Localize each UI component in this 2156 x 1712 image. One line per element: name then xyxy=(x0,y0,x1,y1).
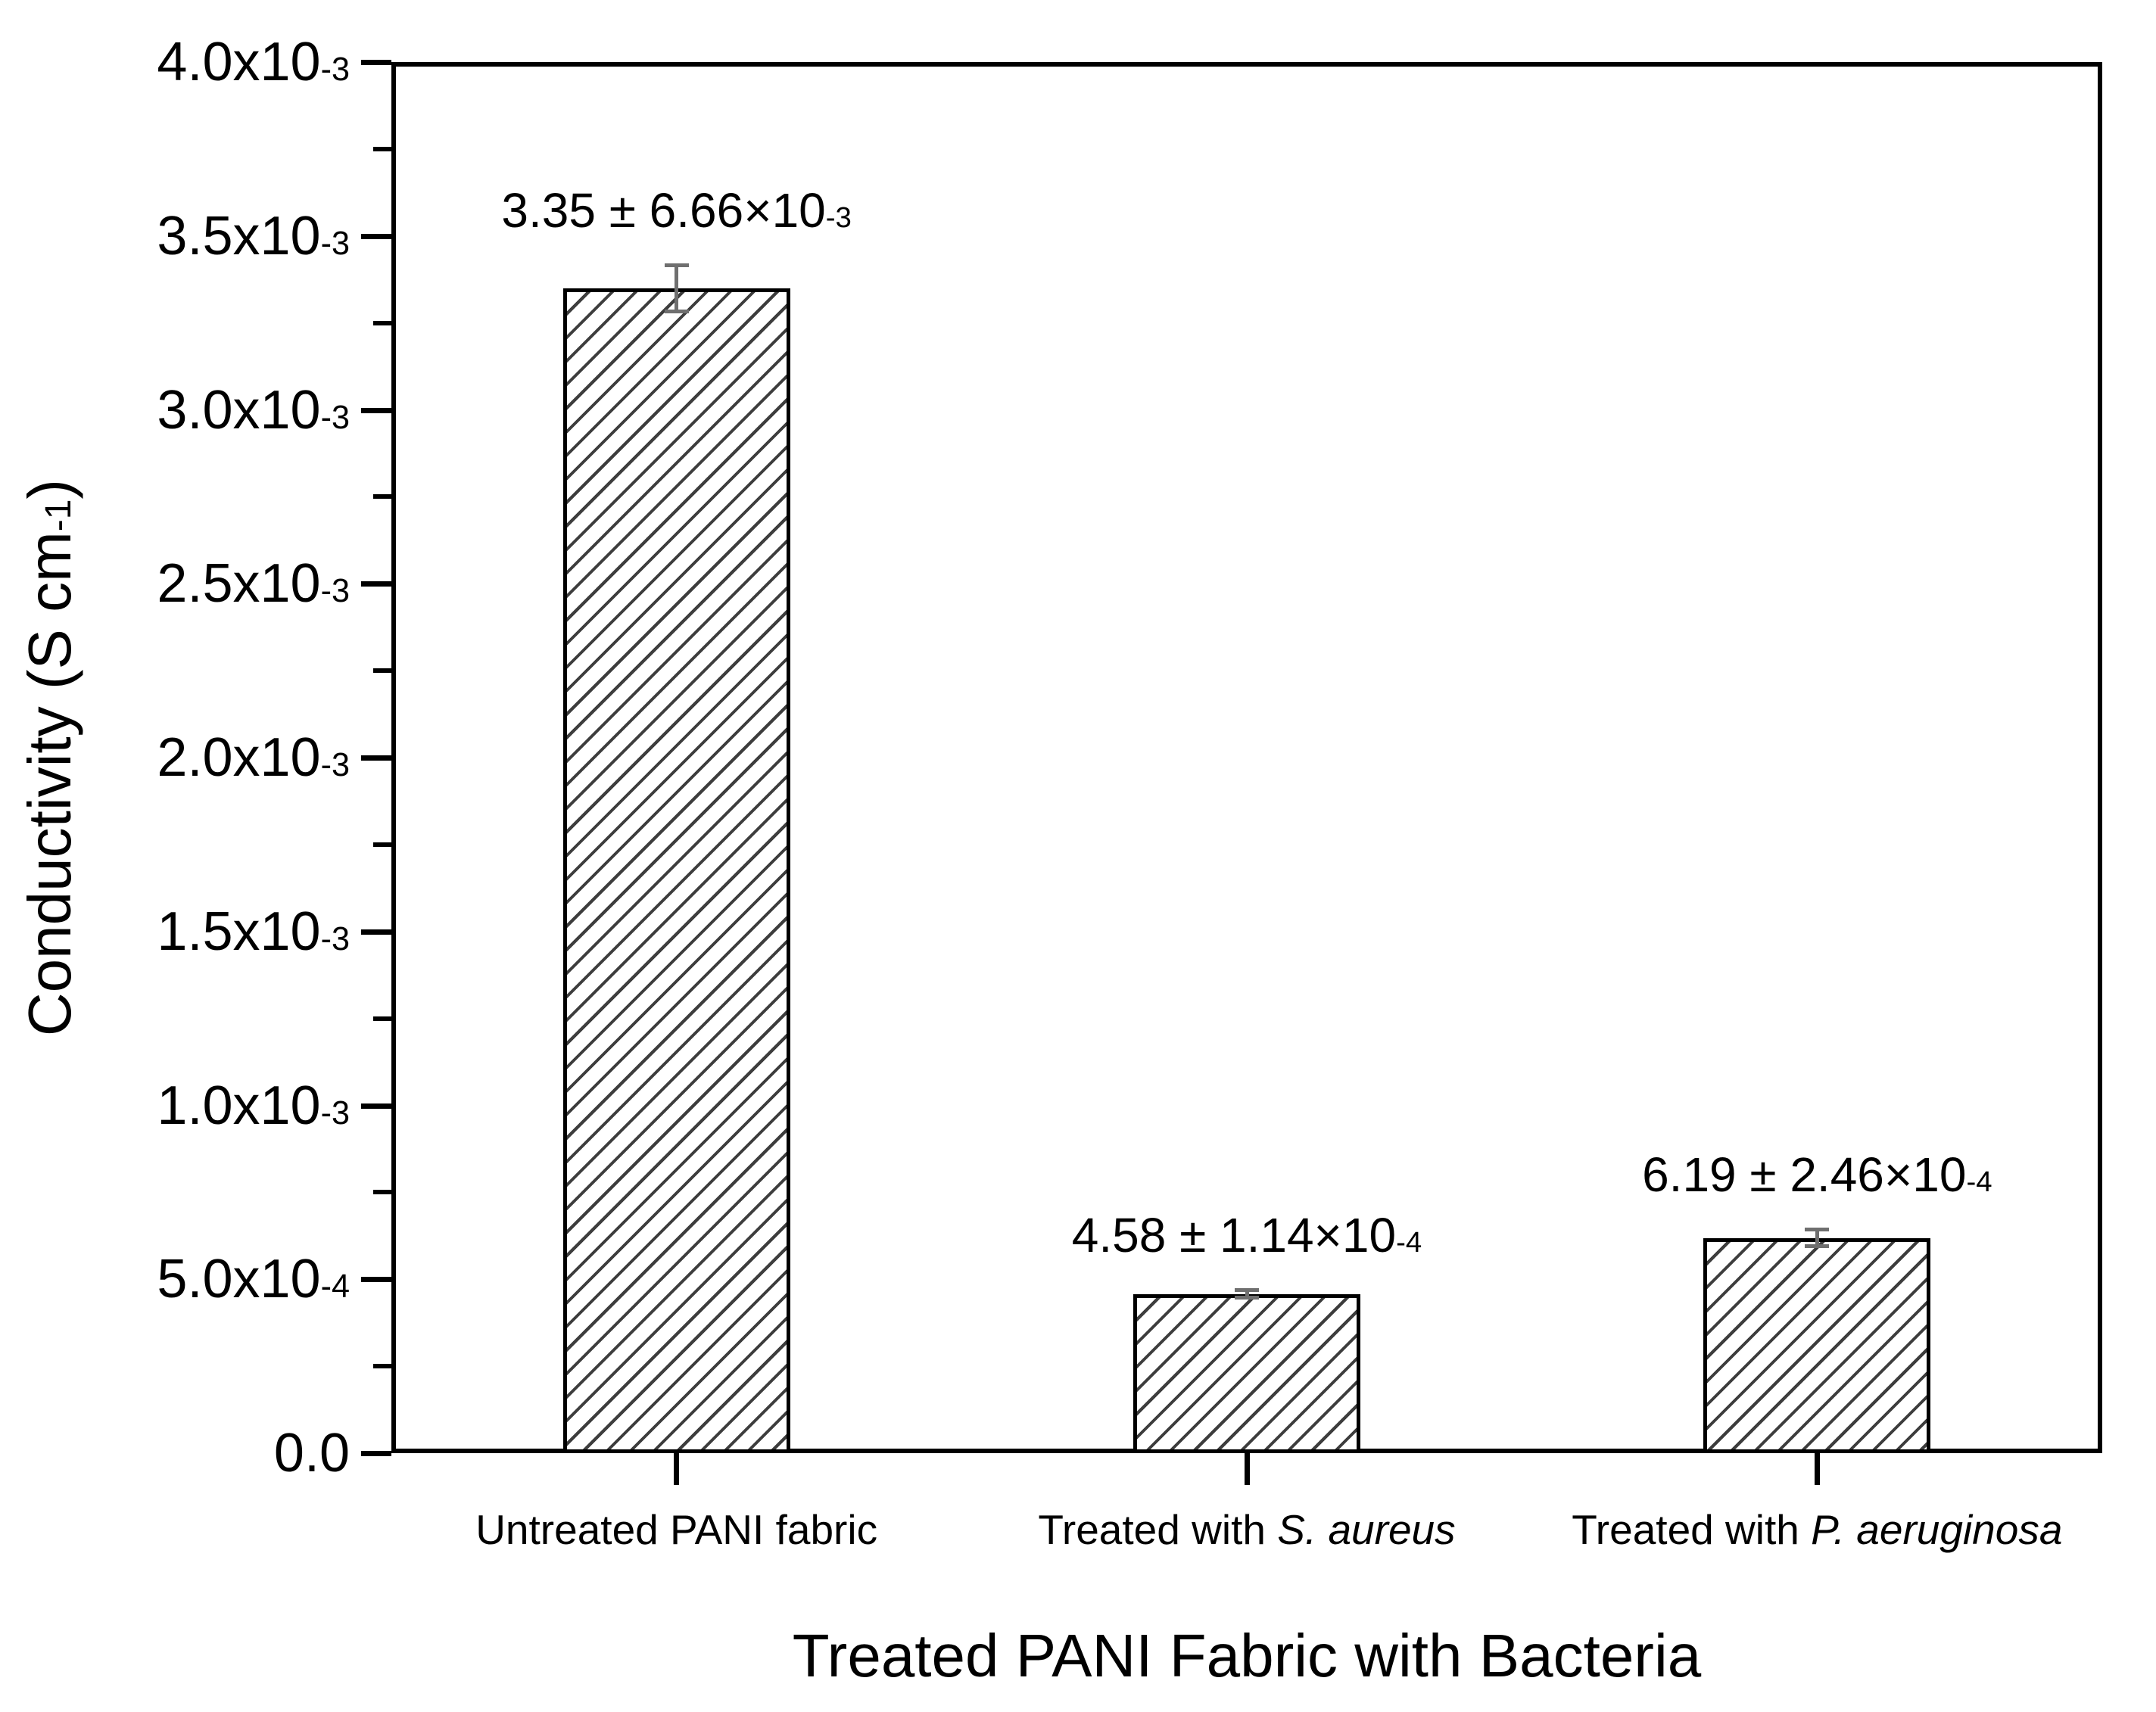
error-bar-line xyxy=(1815,1229,1819,1247)
y-tick-label: 1.0x10-3 xyxy=(157,1075,350,1136)
x-tick-label: Treated with S. aureus xyxy=(1038,1506,1456,1553)
y-minor-tick xyxy=(373,1364,391,1369)
y-minor-tick xyxy=(373,1190,391,1195)
y-major-tick xyxy=(361,1277,391,1283)
y-minor-tick xyxy=(373,320,391,325)
bar-value-annotation: 3.35 ± 6.66×10-3 xyxy=(501,183,852,238)
y-tick-label: 3.0x10-3 xyxy=(157,379,350,440)
y-tick-label: 5.0x10-4 xyxy=(157,1249,350,1310)
y-major-tick xyxy=(361,407,391,413)
y-major-tick xyxy=(361,929,391,935)
error-bar-cap-bottom xyxy=(1805,1244,1830,1249)
x-tick xyxy=(1814,1453,1820,1485)
y-major-tick xyxy=(361,1451,391,1456)
y-tick-label: 0.0 xyxy=(273,1423,350,1483)
x-tick-label: Treated with P. aeruginosa xyxy=(1572,1506,2063,1553)
y-major-tick xyxy=(361,60,391,65)
y-tick-label: 1.5x10-3 xyxy=(157,901,350,962)
y-minor-tick xyxy=(373,1016,391,1021)
y-minor-tick xyxy=(373,668,391,674)
error-bar-cap-top xyxy=(1235,1287,1259,1292)
y-major-tick xyxy=(361,755,391,761)
error-bar-cap-top xyxy=(1805,1227,1830,1231)
x-tick xyxy=(1244,1453,1250,1485)
y-axis-title: Conductivity (S cm-1) xyxy=(16,478,83,1037)
error-bar-cap-bottom xyxy=(664,309,689,313)
y-minor-tick xyxy=(373,494,391,500)
y-minor-tick xyxy=(373,842,391,847)
y-tick-label: 2.0x10-3 xyxy=(157,727,350,788)
bar-value-annotation: 4.58 ± 1.14×10-4 xyxy=(1071,1208,1422,1263)
x-axis-title: Treated PANI Fabric with Bacteria xyxy=(792,1622,1702,1689)
bar xyxy=(1133,1293,1360,1453)
y-major-tick xyxy=(361,233,391,239)
error-bar-cap-bottom xyxy=(1235,1296,1259,1300)
y-minor-tick xyxy=(373,146,391,151)
error-bar-cap-top xyxy=(664,263,689,267)
error-bar-line xyxy=(1245,1290,1249,1298)
bar xyxy=(562,288,790,1453)
y-tick-label: 3.5x10-3 xyxy=(157,205,350,266)
bar xyxy=(1703,1237,1931,1453)
bar-value-annotation: 6.19 ± 2.46×10-4 xyxy=(1642,1147,1992,1203)
y-major-tick xyxy=(361,581,391,587)
x-tick xyxy=(674,1453,680,1485)
x-tick-label: Untreated PANI fabric xyxy=(475,1506,878,1553)
y-tick-label: 4.0x10-3 xyxy=(157,32,350,92)
y-tick-label: 2.5x10-3 xyxy=(157,553,350,615)
y-major-tick xyxy=(361,1103,391,1109)
error-bar-line xyxy=(675,265,679,312)
